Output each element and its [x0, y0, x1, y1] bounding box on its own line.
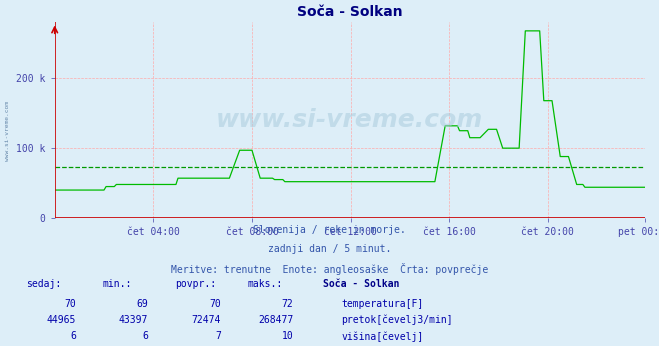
Text: 43397: 43397: [119, 315, 148, 325]
Text: 69: 69: [136, 299, 148, 309]
Text: 6: 6: [142, 331, 148, 341]
Text: min.:: min.:: [102, 279, 132, 289]
Text: www.si-vreme.com: www.si-vreme.com: [5, 101, 11, 162]
Text: sedaj:: sedaj:: [26, 279, 61, 289]
Text: 7: 7: [215, 331, 221, 341]
Text: 6: 6: [70, 331, 76, 341]
Text: temperatura[F]: temperatura[F]: [341, 299, 424, 309]
Text: 72474: 72474: [191, 315, 221, 325]
Text: Slovenija / reke in morje.: Slovenija / reke in morje.: [253, 225, 406, 235]
Title: Soča - Solkan: Soča - Solkan: [297, 4, 403, 19]
Text: 268477: 268477: [258, 315, 293, 325]
Text: zadnji dan / 5 minut.: zadnji dan / 5 minut.: [268, 244, 391, 254]
Text: 10: 10: [281, 331, 293, 341]
Text: maks.:: maks.:: [247, 279, 282, 289]
Text: višina[čevelj]: višina[čevelj]: [341, 331, 424, 342]
Text: 72: 72: [281, 299, 293, 309]
Text: 70: 70: [64, 299, 76, 309]
Text: Soča - Solkan: Soča - Solkan: [323, 279, 399, 289]
Text: Meritve: trenutne  Enote: angleosaške  Črta: povprečje: Meritve: trenutne Enote: angleosaške Črt…: [171, 263, 488, 275]
Text: 70: 70: [209, 299, 221, 309]
Text: 44965: 44965: [46, 315, 76, 325]
Text: pretok[čevelj3/min]: pretok[čevelj3/min]: [341, 315, 453, 325]
Text: povpr.:: povpr.:: [175, 279, 215, 289]
Text: www.si-vreme.com: www.si-vreme.com: [216, 108, 483, 132]
